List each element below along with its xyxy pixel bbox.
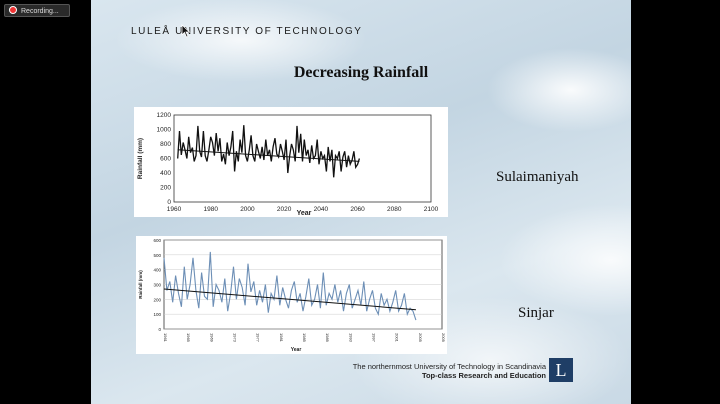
y-tick-label: 100 (153, 312, 161, 317)
trend-line (177, 149, 360, 162)
trend-line (163, 288, 416, 311)
city-label-sinjar: Sinjar (518, 305, 554, 321)
y-tick-label: 500 (153, 253, 161, 258)
series-line (177, 125, 361, 178)
presentation-slide: LULEÅ UNIVERSITY OF TECHNOLOGY Decreasin… (91, 0, 631, 404)
y-tick-label: 1000 (157, 127, 172, 134)
chart-sinjar-svg: 0 100 200 300 400 500 600 1961 1965 1969 1973 1977 1… (138, 238, 446, 353)
x-tick-label: 2100 (424, 206, 439, 213)
y-tick-label: 1200 (157, 112, 172, 119)
x-tick-label: 1980 (203, 206, 218, 213)
y-axis-label: Rainfall (mm) (138, 270, 143, 299)
city-label-sulaimaniyah: Sulaimaniyah (496, 169, 579, 185)
y-tick-label: 200 (160, 185, 171, 192)
x-tick-label: 2009 (441, 333, 446, 343)
x-tick-label: 2060 (350, 206, 365, 213)
university-name: LULEÅ UNIVERSITY OF TECHNOLOGY (131, 26, 363, 37)
y-tick-label: 400 (153, 268, 161, 273)
footer-line-1: The northernmost University of Technolog… (352, 362, 546, 371)
university-logo: L (549, 358, 573, 382)
x-axis-label: Year (297, 210, 312, 217)
recording-indicator[interactable]: Recording... (4, 4, 70, 17)
record-icon (9, 6, 17, 15)
x-tick-label: 1997 (372, 333, 377, 343)
chart-sulaimaniyah: 0 200 400 600 800 1000 1200 1960 1980 2000 2020 204… (134, 107, 448, 217)
x-tick-label: 2000 (240, 206, 255, 213)
chart-sinjar: 0 100 200 300 400 500 600 1961 1965 1969 1973 1977 1… (136, 236, 447, 354)
recording-label: Recording... (21, 8, 59, 15)
x-axis-label: Year (291, 347, 302, 353)
y-axis-label: Rainfall (mm) (137, 138, 144, 179)
y-tick-label: 800 (160, 141, 171, 148)
x-tick-label: 1965 (186, 333, 191, 343)
x-tick-label: 1993 (348, 333, 353, 343)
x-tick-label: 1985 (302, 333, 307, 343)
y-tick-label: 200 (153, 297, 161, 302)
y-tick-label: 0 (167, 199, 171, 206)
y-tick-label: 400 (160, 170, 171, 177)
footer-text: The northernmost University of Technolog… (353, 362, 546, 380)
x-tick-label: 1973 (233, 333, 238, 343)
slide-title: Decreasing Rainfall (293, 64, 429, 81)
x-tick-label: 1960 (167, 206, 182, 213)
x-tick-label: 2005 (418, 333, 423, 343)
y-tick-label: 300 (153, 283, 161, 288)
y-tick-label: 0 (158, 327, 161, 332)
x-tick-label: 1969 (209, 333, 214, 343)
y-tick-label: 600 (153, 238, 161, 243)
x-tick-label: 2040 (314, 206, 329, 213)
x-tick-label: 1977 (256, 333, 261, 343)
y-tick-label: 600 (160, 156, 171, 163)
plot-frame (173, 114, 432, 203)
series-line (163, 251, 417, 321)
x-tick-label: 1989 (325, 333, 330, 343)
x-tick-label: 2080 (387, 206, 402, 213)
chart-sulaimaniyah-svg: 0 200 400 600 800 1000 1200 1960 1980 2000 2020 204… (137, 112, 439, 217)
x-tick-label: 1981 (279, 333, 284, 343)
x-tick-label: 2020 (277, 206, 292, 213)
mouse-cursor-icon (181, 24, 191, 38)
x-tick-label: 1961 (163, 333, 168, 343)
x-tick-label: 2001 (395, 333, 400, 343)
footer-line-2: Top-class Research and Education (421, 371, 546, 380)
